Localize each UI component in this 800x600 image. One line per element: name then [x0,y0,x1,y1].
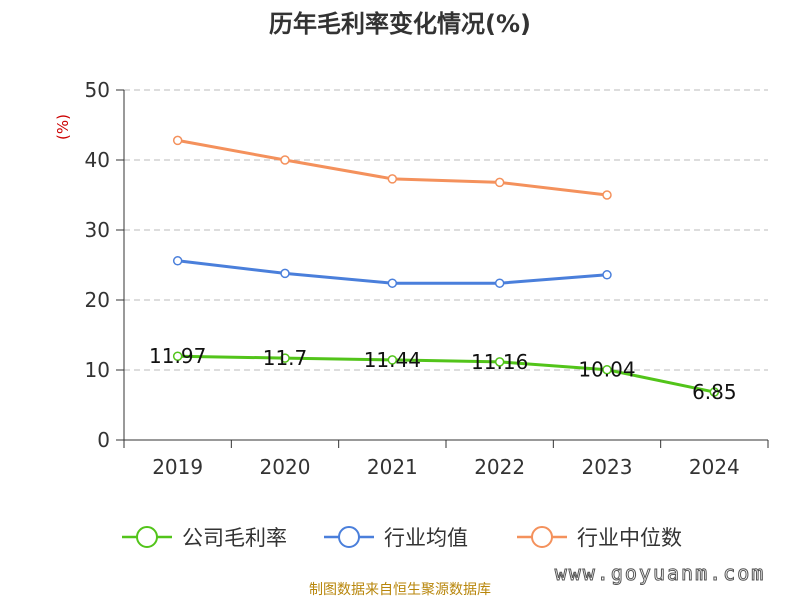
data-label: 11.16 [471,350,528,374]
data-point [602,364,612,375]
series-line [177,138,608,197]
data-label: 11.44 [364,348,421,372]
y-tick-label: 20 [85,288,110,312]
legend-marker [531,526,553,548]
legend-marker [338,526,360,548]
data-label: 11.7 [263,346,308,370]
data-point [280,353,290,363]
data-label: 6.85 [692,380,737,404]
legend-label: 行业均值 [384,526,468,550]
data-labels: 11.97 11.7 11.44 11.16 10.04 6.85 [149,344,737,404]
watermark: www.goyuanm.com [555,561,766,585]
y-tick-label: 50 [85,78,110,102]
legend-item[interactable]: 公司毛利率 [122,526,287,550]
data-label: 11.97 [149,344,206,368]
legend[interactable]: 公司毛利率 行业均值 行业中位数 [122,526,682,550]
y-tick-label: 30 [85,218,110,242]
legend-item[interactable]: 行业均值 [324,526,468,550]
x-tick-label: 2022 [474,455,525,479]
chart-title: 历年毛利率变化情况(%) [269,10,531,38]
data-point [602,270,612,280]
legend-marker [136,526,158,548]
x-tick-label: 2024 [689,455,740,479]
y-axis-label: (%) [54,114,72,140]
source-note: 制图数据来自恒生聚源数据库 [309,582,491,598]
data-point [280,155,290,165]
x-tick-label: 2021 [367,455,418,479]
data-point [387,174,398,184]
legend-label: 公司毛利率 [182,526,287,550]
legend-item[interactable]: 行业中位数 [517,526,682,550]
data-point [709,387,720,397]
data-point [387,278,398,288]
data-point [494,278,505,288]
data-point [172,256,183,266]
y-tick-label: 10 [85,358,110,382]
y-tick-label: 0 [97,428,110,452]
data-point [602,190,612,200]
data-point [172,135,183,146]
y-tick-label: 40 [85,148,110,172]
data-point [494,357,505,367]
grid [124,89,768,371]
data-point [172,351,183,361]
data-label: 10.04 [578,358,635,382]
legend-label: 行业中位数 [577,526,682,550]
axes: 0 10 20 30 40 50 2019 2020 2021 2022 2023 2024 [85,78,769,479]
data-point [280,268,290,279]
series [172,135,720,397]
x-tick-label: 2019 [152,455,203,479]
x-tick-label: 2020 [260,455,311,479]
series-line [177,354,715,394]
data-point [494,177,505,188]
x-tick-label: 2023 [582,455,633,479]
data-point [387,355,398,365]
